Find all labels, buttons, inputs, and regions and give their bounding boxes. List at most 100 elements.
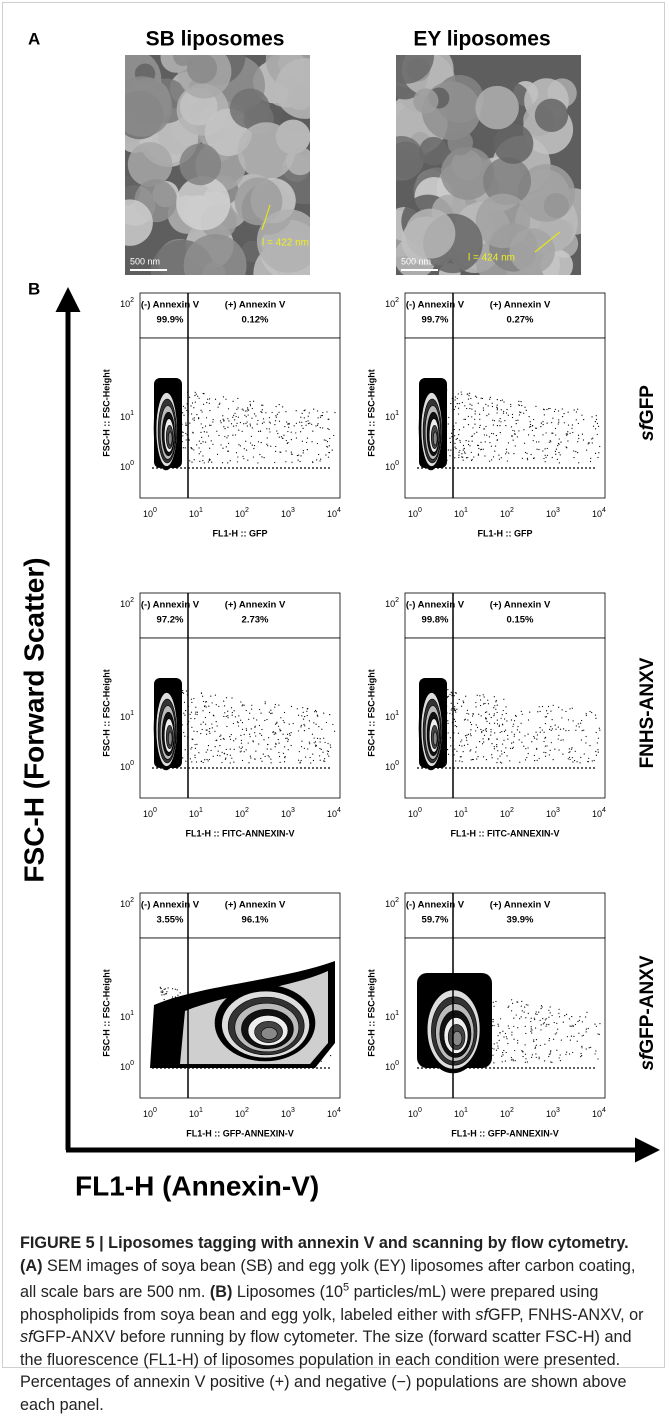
event-dot [503,1050,504,1051]
event-dot [572,432,573,433]
event-dot [502,743,503,744]
event-dot [457,703,458,704]
event-dot [456,726,457,727]
sem-particle [413,88,438,113]
event-dot [196,744,197,745]
event-dot [466,408,467,409]
event-dot [192,418,193,419]
panel-label: A [28,29,40,48]
event-dot [304,716,305,717]
gate-percentage: 3.55% [157,915,184,926]
tick-base: 10 [327,509,337,519]
event-dot [285,756,286,757]
event-dot [544,732,545,733]
event-dot [496,744,497,745]
event-dot [500,732,501,733]
event-dot [581,1047,582,1048]
event-dot [256,719,257,720]
event-dot [226,726,227,727]
x-axis-title: FL1-H (Annexin-V) [75,1170,319,1201]
event-dot [204,759,205,760]
event-dot [209,728,210,729]
event-dot [484,455,485,456]
flow-plot: (-) Annexin V3.55%(+) Annexin V96.1%1001… [101,893,341,1138]
event-dot [589,745,590,746]
event-dot [211,461,212,462]
event-dot [316,459,317,460]
event-dot [238,417,239,418]
event-dot [492,1055,493,1056]
tick-exponent: 2 [245,507,249,514]
event-dot [277,433,278,434]
event-dot [191,702,192,703]
event-dot [180,992,181,993]
event-dot [467,457,468,458]
event-dot [562,408,563,409]
event-dot [233,761,234,762]
event-dot [227,462,228,463]
event-dot [164,989,165,990]
event-dot [494,732,495,733]
event-dot [496,700,497,701]
event-dot [225,758,226,759]
sem-particle [405,209,455,259]
event-dot [200,432,201,433]
event-dot [296,423,297,424]
event-dot [463,449,464,450]
event-dot [315,741,316,742]
event-dot [449,713,450,714]
sem-particle [179,143,221,185]
event-dot [242,747,243,748]
event-dot [191,761,192,762]
event-dot [580,1056,581,1057]
event-dot [493,1062,494,1063]
event-dot [522,1051,523,1052]
event-dot [278,726,279,727]
event-dot [560,740,561,741]
event-dot [233,740,234,741]
event-dot [539,706,540,707]
event-dot [498,1026,499,1027]
flow-plot: (-) Annexin V59.7%(+) Annexin V39.9%1001… [366,893,606,1138]
event-dot [250,424,251,425]
event-dot [327,750,328,751]
event-dot [234,419,235,420]
event-dot [194,744,195,745]
event-dot [505,730,506,731]
event-dot [527,747,528,748]
event-dot [497,408,498,409]
event-dot [334,412,335,413]
event-dot [327,428,328,429]
event-dot [242,729,243,730]
event-dot [451,709,452,710]
event-dot [508,1025,509,1026]
event-dot [576,761,577,762]
event-dot [177,994,178,995]
event-dot [253,718,254,719]
event-dot [230,762,231,763]
event-dot [222,415,223,416]
tick-base: 10 [120,762,130,772]
event-dot [588,442,589,443]
event-dot [163,994,164,995]
event-dot [245,423,246,424]
row-label: FNHS-ANXV [637,657,658,768]
tick-exponent: 1 [395,410,399,417]
tick-exponent: 4 [337,807,341,814]
event-dot [224,428,225,429]
x-tick-label: 101 [454,1107,468,1120]
event-dot [523,413,524,414]
event-dot [528,753,529,754]
event-dot [195,757,196,758]
event-dot [595,428,596,429]
event-dot [236,425,237,426]
event-dot [550,1012,551,1013]
event-dot [478,714,479,715]
event-dot [288,427,289,428]
event-dot [291,732,292,733]
event-dot [186,690,187,691]
event-dot [594,1024,595,1025]
event-dot [472,759,473,760]
event-dot [471,759,472,760]
event-dot [514,433,515,434]
